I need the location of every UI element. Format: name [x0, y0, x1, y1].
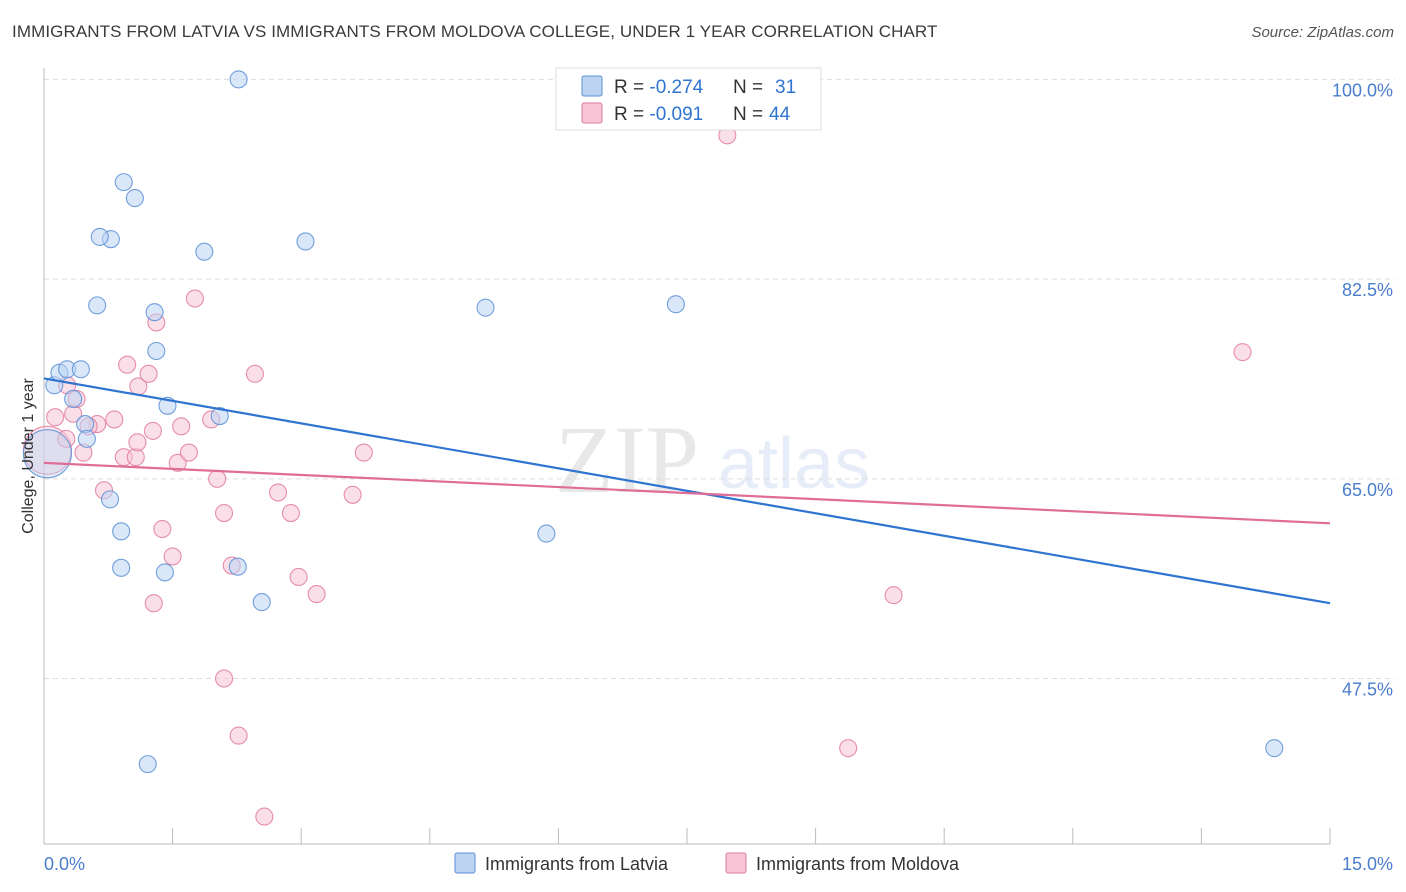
- point-moldova-34: [307, 585, 326, 604]
- point-moldova-1: [46, 408, 65, 427]
- bottom-swatch-moldova: [725, 852, 747, 874]
- point-latvia-16: [145, 303, 164, 322]
- point-moldova-20: [163, 547, 182, 566]
- chart-title: IMMIGRANTS FROM LATVIA VS IMMIGRANTS FRO…: [12, 22, 938, 41]
- point-moldova-39: [884, 586, 903, 605]
- point-latvia-17: [112, 558, 131, 577]
- point-moldova-14: [143, 421, 162, 440]
- point-moldova-28: [229, 726, 248, 745]
- y-tick-label-2: 82.5%: [1342, 280, 1393, 300]
- y-tick-label-0: 47.5%: [1342, 680, 1393, 700]
- latvia-points: [22, 70, 1284, 774]
- legend-n-value-moldova: 44: [769, 104, 791, 125]
- watermark: ZIP atlas: [555, 406, 870, 513]
- legend-r-value-moldova: -0.091: [649, 104, 703, 125]
- point-moldova-19: [179, 443, 198, 462]
- point-moldova-27: [214, 669, 234, 688]
- point-latvia-4: [71, 360, 90, 379]
- series-legend: Immigrants from Latvia Immigrants from M…: [454, 852, 960, 874]
- legend-n-value-latvia: 31: [775, 77, 796, 98]
- legend-n-label-moldova: N =: [733, 104, 768, 125]
- point-latvia-26: [138, 755, 157, 774]
- point-moldova-13: [139, 364, 158, 383]
- x-tick-label-max: 15.0%: [1342, 854, 1393, 874]
- y-tick-label-3: 100.0%: [1332, 80, 1393, 100]
- legend-swatch-moldova: [581, 102, 603, 124]
- trend-line-latvia: [43, 377, 1331, 605]
- point-latvia-20: [195, 242, 214, 261]
- point-moldova-17: [168, 453, 187, 472]
- bottom-label-moldova: Immigrants from Moldova: [756, 854, 960, 874]
- point-moldova-24: [208, 469, 227, 488]
- watermark-zip: ZIP: [555, 406, 699, 513]
- svg-text:R = -0.274: R = -0.274: [614, 77, 704, 98]
- point-moldova-33: [289, 567, 308, 587]
- tick-labels: 47.5% 65.0% 82.5% 100.0% 0.0% 15.0%: [44, 80, 1393, 874]
- point-moldova-36: [354, 443, 373, 462]
- point-latvia-23: [229, 70, 248, 89]
- point-moldova-35: [343, 485, 362, 504]
- point-latvia-30: [1265, 739, 1284, 758]
- point-latvia-28: [537, 524, 556, 543]
- y-axis-label: College, Under 1 year: [20, 378, 37, 534]
- point-moldova-38: [839, 739, 858, 758]
- point-latvia-11: [125, 189, 144, 208]
- point-moldova-41: [128, 433, 147, 452]
- point-moldova-18: [172, 417, 191, 436]
- point-moldova-15: [153, 519, 172, 539]
- svg-text:R = -0.091: R = -0.091: [614, 104, 703, 125]
- point-latvia-24: [252, 593, 271, 612]
- point-latvia-7: [77, 429, 96, 448]
- point-latvia-13: [90, 227, 109, 246]
- point-latvia-22: [228, 557, 247, 576]
- grid: [44, 78, 1395, 680]
- watermark-atlas: atlas: [718, 424, 870, 504]
- axes: [43, 68, 1331, 845]
- point-latvia-18: [112, 522, 131, 541]
- point-moldova-29: [245, 364, 264, 383]
- svg-text:N = 44: N = 44: [733, 104, 791, 125]
- source-credit: Source: ZipAtlas.com: [1251, 24, 1394, 41]
- legend-n-label-latvia: N =: [733, 77, 768, 98]
- point-moldova-11: [118, 355, 137, 374]
- point-latvia-10: [114, 173, 133, 192]
- point-moldova-21: [144, 594, 163, 613]
- bottom-label-latvia: Immigrants from Latvia: [485, 854, 669, 874]
- y-tick-label-1: 65.0%: [1342, 480, 1393, 500]
- point-latvia-5: [64, 389, 83, 408]
- point-latvia-14: [147, 341, 166, 361]
- point-moldova-8: [105, 410, 124, 429]
- legend-swatch-latvia: [581, 75, 603, 97]
- point-latvia-29: [666, 295, 685, 314]
- svg-text:N = 31: N = 31: [733, 77, 796, 98]
- point-latvia-8: [88, 296, 107, 315]
- trend-line-moldova: [43, 461, 1331, 525]
- point-latvia-27: [476, 298, 495, 317]
- x-tick-label-min: 0.0%: [44, 854, 85, 874]
- legend-r-label-moldova: R =: [614, 104, 649, 125]
- stats-legend: R = -0.274 N = 31 R = -0.091 N = 44: [555, 67, 822, 131]
- point-moldova-22: [185, 289, 204, 308]
- bottom-swatch-latvia: [454, 852, 476, 874]
- point-moldova-31: [269, 483, 288, 502]
- legend-r-label-latvia: R =: [614, 77, 649, 98]
- point-moldova-40: [1233, 343, 1252, 362]
- point-latvia-9: [100, 490, 120, 509]
- point-moldova-30: [255, 807, 274, 826]
- point-latvia-19: [155, 563, 174, 582]
- point-latvia-0: [22, 429, 72, 479]
- point-latvia-25: [296, 232, 315, 251]
- point-moldova-25: [214, 504, 234, 523]
- point-moldova-32: [281, 504, 300, 523]
- point-latvia-21: [210, 407, 229, 426]
- legend-r-value-latvia: -0.274: [649, 77, 703, 98]
- trend-lines: [43, 377, 1331, 605]
